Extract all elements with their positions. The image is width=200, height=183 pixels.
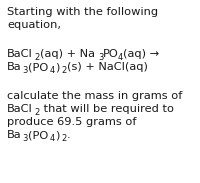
Text: BaCl: BaCl — [7, 104, 33, 114]
Text: Ba: Ba — [7, 130, 22, 140]
Text: Ba: Ba — [7, 62, 22, 72]
Text: calculate the mass in grams of: calculate the mass in grams of — [7, 91, 182, 101]
Text: 2: 2 — [61, 66, 66, 75]
Text: ): ) — [55, 62, 59, 72]
Text: 3: 3 — [22, 134, 27, 143]
Text: 4: 4 — [50, 66, 55, 75]
Text: ): ) — [55, 130, 59, 140]
Text: (aq) →: (aq) → — [123, 49, 159, 59]
Text: .: . — [67, 130, 71, 140]
Text: (PO: (PO — [28, 130, 48, 140]
Text: (aq) + Na: (aq) + Na — [40, 49, 95, 59]
Text: (PO: (PO — [28, 62, 48, 72]
Text: 2: 2 — [34, 53, 39, 62]
Text: (s) + NaCl(aq): (s) + NaCl(aq) — [67, 62, 148, 72]
Text: 2: 2 — [61, 134, 66, 143]
Text: produce 69.5 grams of: produce 69.5 grams of — [7, 117, 136, 127]
Text: 4: 4 — [118, 53, 123, 62]
Text: PO: PO — [103, 49, 119, 59]
Text: BaCl: BaCl — [7, 49, 33, 59]
Text: 2: 2 — [34, 108, 39, 117]
Text: that will be required to: that will be required to — [40, 104, 174, 114]
Text: 4: 4 — [50, 134, 55, 143]
Text: Starting with the following: Starting with the following — [7, 7, 158, 17]
Text: 3: 3 — [98, 53, 103, 62]
Text: 3: 3 — [22, 66, 27, 75]
Text: equation,: equation, — [7, 20, 61, 30]
